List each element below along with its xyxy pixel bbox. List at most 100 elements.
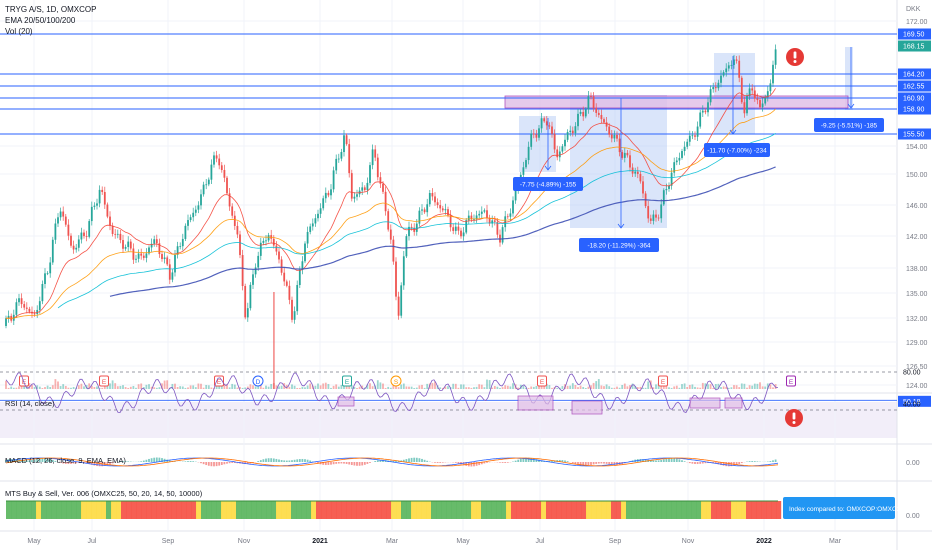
volume-bar bbox=[324, 382, 327, 389]
volume-bar bbox=[96, 386, 98, 389]
macd-histogram-bar bbox=[441, 462, 444, 463]
macd-histogram-bar bbox=[72, 462, 75, 464]
candle-body bbox=[285, 281, 288, 286]
volume-bar bbox=[379, 382, 382, 389]
candle-body bbox=[530, 133, 533, 147]
macd-histogram-bar bbox=[337, 462, 340, 464]
candle-body bbox=[579, 111, 582, 114]
macd-histogram-bar bbox=[499, 462, 501, 463]
volume-bar bbox=[722, 386, 725, 389]
volume-bar bbox=[205, 384, 208, 389]
candle-body bbox=[701, 110, 704, 113]
price-tag bbox=[898, 92, 931, 104]
macd-histogram-bar bbox=[59, 462, 62, 463]
volume-bar bbox=[707, 384, 709, 389]
macd-histogram-bar bbox=[259, 460, 262, 462]
macd-histogram-bar bbox=[483, 462, 486, 464]
mts-band-segment bbox=[601, 501, 607, 519]
candle-body bbox=[512, 200, 514, 214]
candle-body bbox=[213, 155, 215, 165]
mts-band-segment bbox=[236, 501, 242, 519]
macd-histogram-bar bbox=[200, 462, 202, 464]
macd-histogram-bar bbox=[577, 462, 579, 465]
candle-body bbox=[119, 233, 122, 241]
volume-bar bbox=[345, 385, 348, 389]
macd-histogram-bar bbox=[657, 460, 660, 462]
candle-body bbox=[111, 225, 114, 234]
volume-bar bbox=[488, 380, 491, 389]
x-axis-tick: Jul bbox=[88, 538, 97, 545]
mts-band-segment bbox=[576, 501, 582, 519]
volume-bar bbox=[44, 387, 46, 389]
candle-body bbox=[296, 285, 299, 312]
candle-body bbox=[493, 220, 496, 222]
volume-bar bbox=[613, 387, 616, 389]
candle-body bbox=[561, 146, 564, 152]
event-marker bbox=[537, 375, 547, 387]
volume-bar bbox=[119, 385, 122, 389]
candle-body bbox=[384, 191, 387, 212]
volume-bar bbox=[171, 383, 174, 389]
volume-bar bbox=[176, 387, 179, 389]
macd-histogram-bar bbox=[213, 462, 215, 467]
macd-histogram-bar bbox=[283, 460, 286, 462]
mts-band-segment bbox=[296, 501, 302, 519]
macd-histogram-bar bbox=[228, 462, 231, 464]
volume-bar bbox=[413, 387, 416, 389]
volume-bar bbox=[369, 383, 371, 389]
macd-histogram-bar bbox=[296, 459, 299, 462]
macd-histogram-bar bbox=[309, 460, 312, 462]
volume-bar bbox=[727, 387, 730, 389]
candle-body bbox=[577, 113, 579, 127]
candle-body bbox=[215, 155, 218, 159]
mts-band-segment bbox=[466, 501, 472, 519]
alert-icon-dot bbox=[792, 421, 796, 424]
volume-bar bbox=[319, 385, 322, 389]
candle-body bbox=[408, 226, 410, 237]
measure-label-box bbox=[513, 177, 583, 191]
macd-histogram-bar bbox=[363, 462, 366, 465]
mts-band-segment bbox=[776, 501, 782, 519]
mts-legend: MTS Buy & Sell, Ver. 006 (OMXC25, 50, 20… bbox=[5, 489, 203, 498]
mts-band-segment bbox=[751, 501, 757, 519]
mts-band-segment bbox=[161, 501, 167, 519]
volume-bar bbox=[621, 384, 624, 389]
price-tag-label: 169.50 bbox=[903, 32, 925, 39]
rsi-overbought-box bbox=[724, 397, 743, 409]
macd-histogram-bar bbox=[98, 462, 101, 467]
volume-bar bbox=[384, 387, 387, 389]
volume-bar bbox=[447, 386, 449, 389]
macd-histogram-bar bbox=[668, 458, 670, 462]
volume-bar bbox=[382, 383, 384, 389]
mts-band-segment bbox=[636, 501, 642, 519]
candle-body bbox=[639, 173, 642, 182]
macd-histogram-bar bbox=[223, 462, 226, 465]
mts-band-segment bbox=[391, 501, 397, 519]
measure-box bbox=[845, 47, 853, 110]
y-axis-tick: 135.00 bbox=[906, 291, 928, 298]
macd-histogram-bar bbox=[774, 459, 777, 462]
measure-label: -18.20 (-11.29%) -364 bbox=[587, 243, 650, 250]
mts-band-segment bbox=[431, 501, 437, 519]
macd-histogram-bar bbox=[574, 462, 577, 465]
macd-histogram-bar bbox=[660, 459, 663, 462]
candle-body bbox=[725, 68, 728, 73]
candle-body bbox=[340, 152, 343, 159]
mts-band-segment bbox=[681, 501, 687, 519]
event-marker-label: E bbox=[102, 379, 107, 386]
candle-body bbox=[551, 126, 553, 134]
mts-band-segment bbox=[76, 501, 82, 519]
macd-histogram-bar bbox=[538, 459, 540, 462]
y-axis-tick: 142.00 bbox=[906, 234, 928, 241]
candle-body bbox=[457, 226, 460, 231]
rsi-value-label: 50.18 bbox=[903, 399, 921, 406]
candle-body bbox=[473, 219, 475, 220]
volume-bar bbox=[592, 382, 595, 389]
candle-body bbox=[655, 214, 657, 218]
macd-histogram-bar bbox=[356, 462, 358, 466]
candle-body bbox=[618, 138, 621, 153]
macd-histogram-bar bbox=[470, 462, 473, 467]
volume-bar bbox=[610, 387, 613, 389]
volume-bar bbox=[296, 387, 299, 389]
candle-body bbox=[330, 189, 332, 196]
